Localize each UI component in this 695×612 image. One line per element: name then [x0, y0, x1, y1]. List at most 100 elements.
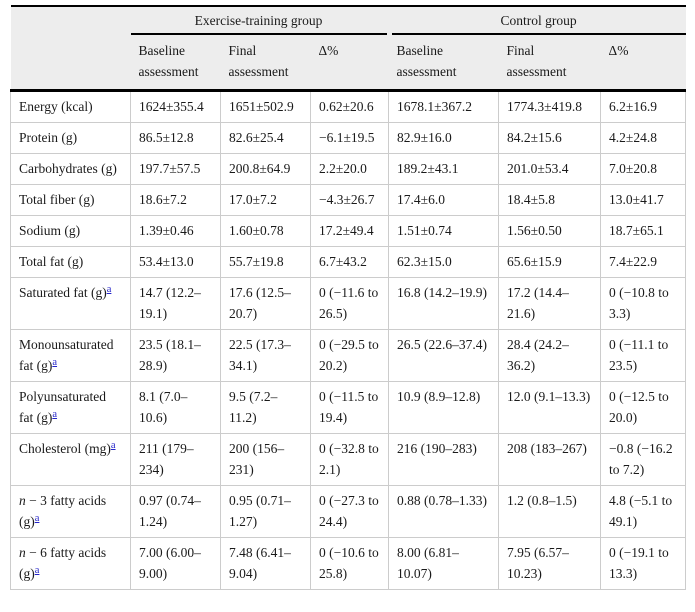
group-header-row: Exercise-training group Control group: [10, 5, 686, 35]
value-cell: 0.62±20.6: [309, 90, 390, 123]
row-label: n − 3 fatty acids (g)a: [10, 485, 131, 538]
row-label: Energy (kcal): [10, 90, 131, 123]
value-cell: 1.60±0.78: [220, 215, 311, 247]
value-cell: 208 (183–267): [498, 433, 602, 486]
value-cell: 82.6±25.4: [220, 122, 311, 154]
value-cell: 4.2±24.8: [600, 122, 687, 154]
empty-header-cell: [10, 35, 131, 92]
value-cell: 55.7±19.8: [220, 246, 311, 278]
page: Exercise-training group Control group Ba…: [10, 5, 687, 590]
value-cell: 1678.1±367.2: [388, 90, 500, 123]
value-cell: 189.2±43.1: [388, 153, 500, 185]
value-cell: 18.4±5.8: [498, 184, 602, 216]
value-cell: 4.8 (−5.1 to 49.1): [600, 485, 687, 538]
nutrition-table: Exercise-training group Control group Ba…: [10, 5, 687, 590]
value-cell: 7.4±22.9: [600, 246, 687, 278]
value-cell: 10.9 (8.9–12.8): [388, 381, 500, 434]
value-cell: 201.0±53.4: [498, 153, 602, 185]
row-label: Cholesterol (mg)a: [10, 433, 131, 486]
value-cell: 1.2 (0.8–1.5): [498, 485, 602, 538]
value-cell: 0 (−11.6 to 26.5): [309, 277, 390, 330]
col-header-c-baseline: Baseline assessment: [388, 35, 499, 92]
table-row: Total fat (g) 53.4±13.0 55.7±19.8 6.7±43.2 6…: [10, 246, 687, 278]
value-cell: 1.56±0.50: [498, 215, 602, 247]
footnote-link[interactable]: a: [34, 512, 40, 524]
footnote-link[interactable]: a: [34, 564, 40, 576]
value-cell: 6.2±16.9: [600, 90, 687, 123]
value-cell: 18.7±65.1: [600, 215, 687, 247]
col-header-et-delta: Δ%: [310, 35, 389, 92]
value-cell: 14.7 (12.2–19.1): [130, 277, 221, 330]
corner-cell: [10, 5, 131, 35]
value-cell: 0.95 (0.71–1.27): [220, 485, 311, 538]
value-cell: 216 (190–283): [388, 433, 500, 486]
col-header-c-delta: Δ%: [600, 35, 686, 92]
value-cell: 62.3±15.0: [388, 246, 500, 278]
value-cell: 65.6±15.9: [498, 246, 602, 278]
footnote-link[interactable]: a: [52, 356, 58, 368]
value-cell: 9.5 (7.2–11.2): [220, 381, 311, 434]
footnote-link[interactable]: a: [110, 439, 116, 451]
row-label: Saturated fat (g)a: [10, 277, 131, 330]
group-header-exercise: Exercise-training group: [130, 5, 389, 35]
value-cell: 0 (−10.8 to 3.3): [600, 277, 687, 330]
table-row: Saturated fat (g)a 14.7 (12.2–19.1) 17.6 (…: [10, 277, 687, 330]
col-header-c-final: Final assessment: [498, 35, 601, 92]
value-cell: 200.8±64.9: [220, 153, 311, 185]
table-row: Polyunsaturated fat (g)a 8.1 (7.0–10.6) 9.…: [10, 381, 687, 434]
footnote-marker: a: [52, 356, 57, 368]
value-cell: 7.0±20.8: [600, 153, 687, 185]
value-cell: 84.2±15.6: [498, 122, 602, 154]
table-row: Cholesterol (mg)a 211 (179–234) 200 (156–2…: [10, 433, 687, 486]
table-row: n − 3 fatty acids (g)a 0.97 (0.74–1.24) 0.…: [10, 485, 687, 538]
value-cell: 26.5 (22.6–37.4): [388, 329, 500, 382]
value-cell: 1.51±0.74: [388, 215, 500, 247]
table-row: Monounsaturated fat (g)a 23.5 (18.1–28.9)…: [10, 329, 687, 382]
row-label: Sodium (g): [10, 215, 131, 247]
value-cell: 17.6 (12.5–20.7): [220, 277, 311, 330]
col-header-et-baseline: Baseline assessment: [130, 35, 221, 92]
value-cell: 1774.3±419.8: [498, 90, 602, 123]
value-cell: 0 (−10.6 to 25.8): [309, 537, 390, 590]
value-cell: 7.95 (6.57–10.23): [498, 537, 602, 590]
value-cell: 17.4±6.0: [388, 184, 500, 216]
row-label: Total fat (g): [10, 246, 131, 278]
row-label: Carbohydrates (g): [10, 153, 131, 185]
value-cell: 211 (179–234): [130, 433, 221, 486]
value-cell: 0 (−32.8 to 2.1): [309, 433, 390, 486]
group-header-control: Control group: [388, 5, 686, 35]
value-cell: −4.3±26.7: [309, 184, 390, 216]
footnote-marker: a: [111, 439, 116, 451]
value-cell: 28.4 (24.2–36.2): [498, 329, 602, 382]
value-cell: 197.7±57.5: [130, 153, 221, 185]
footnote-link[interactable]: a: [106, 283, 112, 295]
table-row: n − 6 fatty acids (g)a 7.00 (6.00–9.00) 7.…: [10, 537, 687, 590]
table-row: Carbohydrates (g) 197.7±57.5 200.8±64.9 2.2…: [10, 153, 687, 185]
value-cell: 82.9±16.0: [388, 122, 500, 154]
table-row: Energy (kcal) 1624±355.4 1651±502.9 0.62±20…: [10, 90, 687, 123]
value-cell: 6.7±43.2: [309, 246, 390, 278]
value-cell: 0.88 (0.78–1.33): [388, 485, 500, 538]
value-cell: 7.00 (6.00–9.00): [130, 537, 221, 590]
row-label: Monounsaturated fat (g)a: [10, 329, 131, 382]
value-cell: 1651±502.9: [220, 90, 311, 123]
value-cell: 17.0±7.2: [220, 184, 311, 216]
group-label-exercise: Exercise-training group: [194, 13, 323, 28]
footnote-marker: a: [35, 564, 40, 576]
column-header-row: Baseline assessment Final assessment Δ% …: [10, 35, 686, 92]
table-row: Sodium (g) 1.39±0.46 1.60±0.78 17.2±49.4 1.5…: [10, 215, 687, 247]
value-cell: 0 (−11.5 to 19.4): [309, 381, 390, 434]
value-cell: 2.2±20.0: [309, 153, 390, 185]
table-body: Energy (kcal) 1624±355.4 1651±502.9 0.62±20…: [10, 90, 687, 590]
value-cell: 0 (−11.1 to 23.5): [600, 329, 687, 382]
footnote-link[interactable]: a: [52, 408, 58, 420]
footnote-marker: a: [107, 283, 112, 295]
value-cell: 0.97 (0.74–1.24): [130, 485, 221, 538]
value-cell: 0 (−27.3 to 24.4): [309, 485, 390, 538]
group-label-control: Control group: [500, 13, 577, 28]
value-cell: 12.0 (9.1–13.3): [498, 381, 602, 434]
row-label: Protein (g): [10, 122, 131, 154]
value-cell: −0.8 (−16.2 to 7.2): [600, 433, 687, 486]
value-cell: −6.1±19.5: [309, 122, 390, 154]
row-label: n − 6 fatty acids (g)a: [10, 537, 131, 590]
